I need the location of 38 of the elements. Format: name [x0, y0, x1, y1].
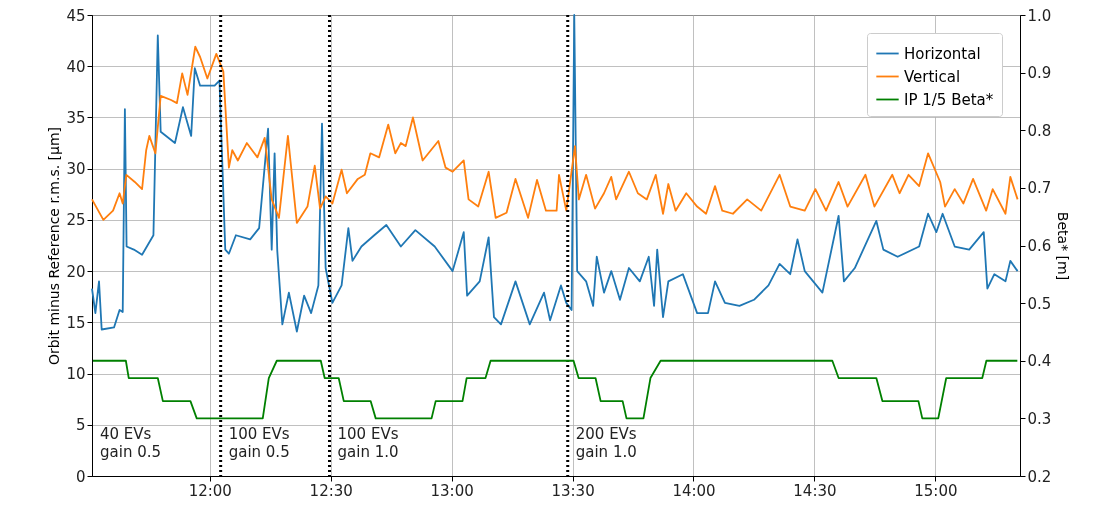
y2-tick-label: 0.6: [1027, 237, 1052, 255]
y-tick-label: 25: [66, 211, 86, 230]
y-tick-label: 15: [66, 313, 86, 332]
annotation: 100 EVs gain 0.5: [228, 425, 290, 461]
y2-axis-title: Beta* [m]: [1055, 211, 1072, 281]
line-series: [92, 359, 1019, 420]
y-tick-label: 45: [66, 6, 86, 25]
y-tick-label: 5: [75, 416, 86, 435]
legend-label: IP 1/5 Beta*: [904, 90, 994, 109]
y2-tick-label: 1.0: [1027, 6, 1052, 25]
x-tick-label: 13:30: [551, 481, 595, 500]
legend-label: Horizontal: [904, 44, 981, 63]
x-tick-label: 14:30: [793, 481, 837, 500]
y-tick-label: 30: [66, 160, 86, 179]
annotation: 40 EVs gain 0.5: [100, 425, 162, 461]
y-tick-label: 0: [75, 467, 86, 486]
y2-tick-label: 0.3: [1027, 409, 1052, 428]
y2-tick-label: 0.5: [1027, 294, 1052, 313]
annotation: 200 EVs gain 1.0: [575, 425, 637, 461]
x-tick-label: 12:00: [188, 481, 232, 500]
annotation: 100 EVs gain 1.0: [337, 425, 399, 461]
line-series: [91, 14, 1019, 333]
y2-tick-label: 0.2: [1027, 467, 1052, 486]
y-axis-title: Orbit minus Reference r.m.s. [μm]: [46, 126, 63, 366]
y-tick-label: 35: [66, 108, 86, 127]
y-tick-label: 40: [66, 57, 86, 76]
y2-tick-label: 0.8: [1027, 121, 1052, 140]
x-tick-label: 15:00: [914, 481, 958, 500]
y-tick-label: 20: [66, 262, 86, 281]
line-series: [91, 45, 1019, 224]
x-tick-label: 12:30: [309, 481, 353, 500]
y2-tick-label: 0.9: [1027, 64, 1052, 83]
x-tick-label: 13:00: [430, 481, 474, 500]
y2-tick-label: 0.4: [1027, 352, 1052, 371]
x-tick-label: 14:00: [672, 481, 716, 500]
y2-tick-label: 0.7: [1027, 179, 1052, 198]
y-tick-label: 10: [66, 365, 86, 384]
legend-label: Vertical: [904, 67, 961, 86]
